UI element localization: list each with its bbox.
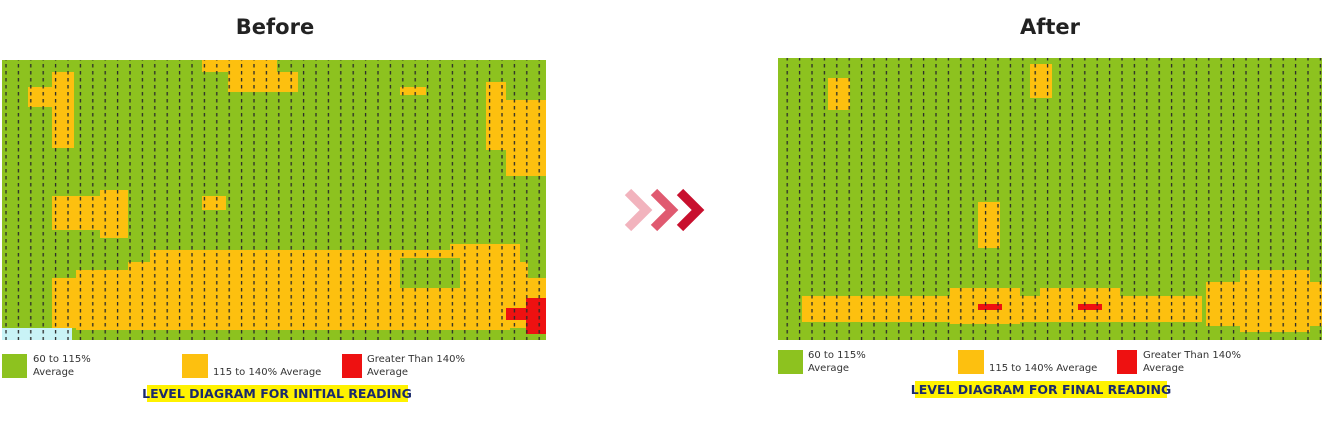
legend-label: 115 to 140% Average — [989, 363, 1097, 374]
legend: 60 to 115% Average 115 to 140% Average G… — [2, 354, 465, 378]
legend-label: Greater Than 140% — [1143, 350, 1241, 361]
level-map — [778, 58, 1322, 340]
panel-title: Before — [236, 15, 314, 39]
arrows — [624, 188, 705, 232]
legend-label: Average — [33, 367, 74, 378]
caption: LEVEL DIAGRAM FOR INITIAL READING — [142, 386, 412, 401]
caption: LEVEL DIAGRAM FOR FINAL READING — [911, 382, 1171, 397]
level-map — [2, 60, 546, 340]
legend-label: Average — [808, 363, 849, 374]
legend-label: Greater Than 140% — [367, 354, 465, 365]
legend-label: 60 to 115% — [33, 354, 91, 365]
legend-label: 115 to 140% Average — [213, 367, 321, 378]
legend-label: Average — [1143, 363, 1184, 374]
legend-label: 60 to 115% — [808, 350, 866, 361]
caption-highlight — [147, 385, 408, 402]
legend: 60 to 115% Average 115 to 140% Average G… — [778, 350, 1241, 374]
legend-label: Average — [367, 367, 408, 378]
panel-title: After — [1020, 15, 1081, 39]
caption-highlight — [915, 381, 1167, 398]
